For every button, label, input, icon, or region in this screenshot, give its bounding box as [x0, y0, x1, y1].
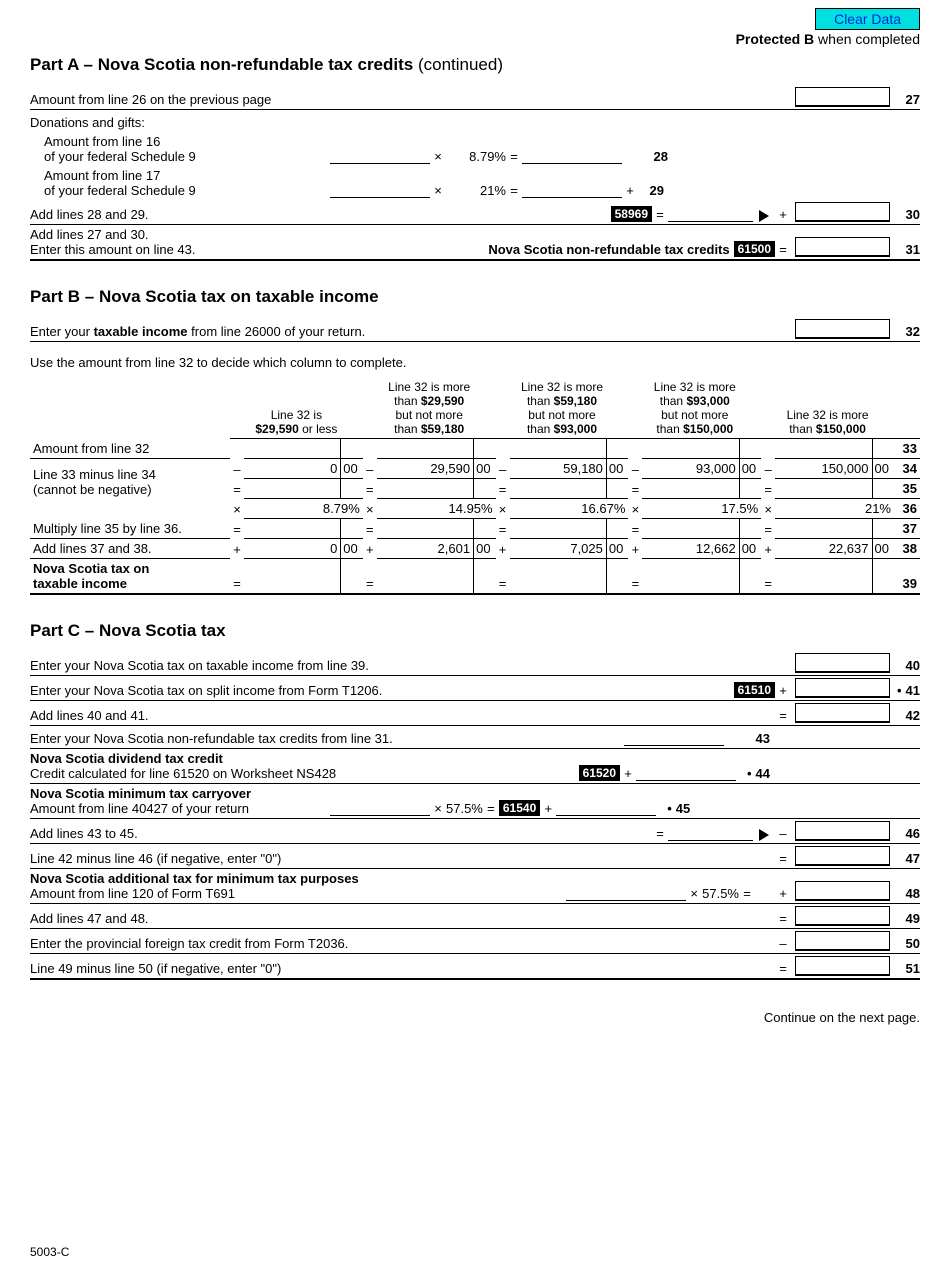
line-50: Enter the provincial foreign tax credit …	[30, 929, 920, 954]
code-58969: 58969	[611, 206, 652, 222]
line-42-amount[interactable]	[795, 703, 890, 723]
row-33: Amount from line 32 33	[30, 439, 920, 459]
line-43: Enter your Nova Scotia non-refundable ta…	[30, 726, 920, 749]
line-30-total[interactable]	[795, 202, 890, 222]
donations-header: Donations and gifts:	[30, 110, 920, 132]
col-3-header: Line 32 is morethan $59,180but not moret…	[496, 378, 629, 439]
line-43-amount[interactable]	[624, 728, 724, 746]
arrow-icon	[759, 210, 769, 222]
line-51: Line 49 minus line 50 (if negative, ente…	[30, 954, 920, 980]
line-27-amount[interactable]	[795, 87, 890, 107]
code-61510: 61510	[734, 682, 775, 698]
row-36: ×8.79% ×14.95% ×16.67% ×17.5% ×21% 36	[30, 499, 920, 519]
continue-note: Continue on the next page.	[30, 1010, 920, 1025]
code-61500: 61500	[734, 241, 775, 257]
line-32: Enter your taxable income from line 2600…	[30, 317, 920, 342]
line-29-result[interactable]	[522, 180, 622, 198]
line-40-amount[interactable]	[795, 653, 890, 673]
line-49-amount[interactable]	[795, 906, 890, 926]
line-46-amount[interactable]	[795, 821, 890, 841]
part-b-instruction: Use the amount from line 32 to decide wh…	[30, 350, 920, 372]
line-27: Amount from line 26 on the previous page…	[30, 85, 920, 110]
line-32-amount[interactable]	[795, 319, 890, 339]
line-46: Add lines 43 to 45. = – 46	[30, 819, 920, 844]
line-31-amount[interactable]	[795, 237, 890, 257]
line-30-amount[interactable]	[668, 204, 753, 222]
line-29: Amount from line 17of your federal Sched…	[30, 166, 920, 200]
line-44-amount[interactable]	[636, 763, 736, 781]
line-28-input[interactable]	[330, 146, 430, 164]
code-61520: 61520	[579, 765, 620, 781]
arrow-icon	[759, 829, 769, 841]
col-1-header: Line 32 is$29,590 or less	[230, 378, 363, 439]
line-47-amount[interactable]	[795, 846, 890, 866]
line-47: Line 42 minus line 46 (if negative, ente…	[30, 844, 920, 869]
line-45-input[interactable]	[330, 798, 430, 816]
tax-bracket-table: Line 32 is$29,590 or less Line 32 is mor…	[30, 378, 920, 595]
line-42: Add lines 40 and 41. = 42	[30, 701, 920, 726]
line-50-amount[interactable]	[795, 931, 890, 951]
row-38: Add lines 37 and 38. +000 +2,60100 +7,02…	[30, 539, 920, 559]
line-41-amount[interactable]	[795, 678, 890, 698]
line-51-amount[interactable]	[795, 956, 890, 976]
line-45-amount[interactable]	[556, 798, 656, 816]
part-b-title: Part B – Nova Scotia tax on taxable inco…	[30, 287, 920, 307]
form-code: 5003-C	[30, 1245, 920, 1259]
line-49: Add lines 47 and 48. = 49	[30, 904, 920, 929]
line-30: Add lines 28 and 29. 58969 = + 30	[30, 200, 920, 225]
row-39: Nova Scotia tax ontaxable income = = = =…	[30, 559, 920, 595]
line-48: Nova Scotia additional tax for minimum t…	[30, 869, 920, 904]
line-28-label: Amount from line 16of your federal Sched…	[30, 134, 330, 164]
line-45: Nova Scotia minimum tax carryoverAmount …	[30, 784, 920, 819]
line-28: Amount from line 16of your federal Sched…	[30, 132, 920, 166]
row-34: Line 33 minus line 34(cannot be negative…	[30, 459, 920, 479]
code-61540: 61540	[499, 800, 540, 816]
part-c-title: Part C – Nova Scotia tax	[30, 621, 920, 641]
line-48-amount[interactable]	[795, 881, 890, 901]
line-46-sub[interactable]	[668, 823, 753, 841]
col-5-header: Line 32 is morethan $150,000	[761, 378, 894, 439]
clear-data-button[interactable]: Clear Data	[815, 8, 920, 30]
line-31: Add lines 27 and 30. Enter this amount o…	[30, 225, 920, 261]
protected-label: Protected B when completed	[736, 31, 920, 47]
line-28-result[interactable]	[522, 146, 622, 164]
row-37: Multiply line 35 by line 36. = = = = = 3…	[30, 519, 920, 539]
col-2-header: Line 32 is morethan $29,590but not moret…	[363, 378, 496, 439]
line-48-input[interactable]	[566, 883, 686, 901]
line-44: Nova Scotia dividend tax creditCredit ca…	[30, 749, 920, 784]
line-40: Enter your Nova Scotia tax on taxable in…	[30, 651, 920, 676]
line-29-input[interactable]	[330, 180, 430, 198]
part-a-title: Part A – Nova Scotia non-refundable tax …	[30, 55, 920, 75]
line-41: Enter your Nova Scotia tax on split inco…	[30, 676, 920, 701]
col-4-header: Line 32 is morethan $93,000but not moret…	[628, 378, 761, 439]
